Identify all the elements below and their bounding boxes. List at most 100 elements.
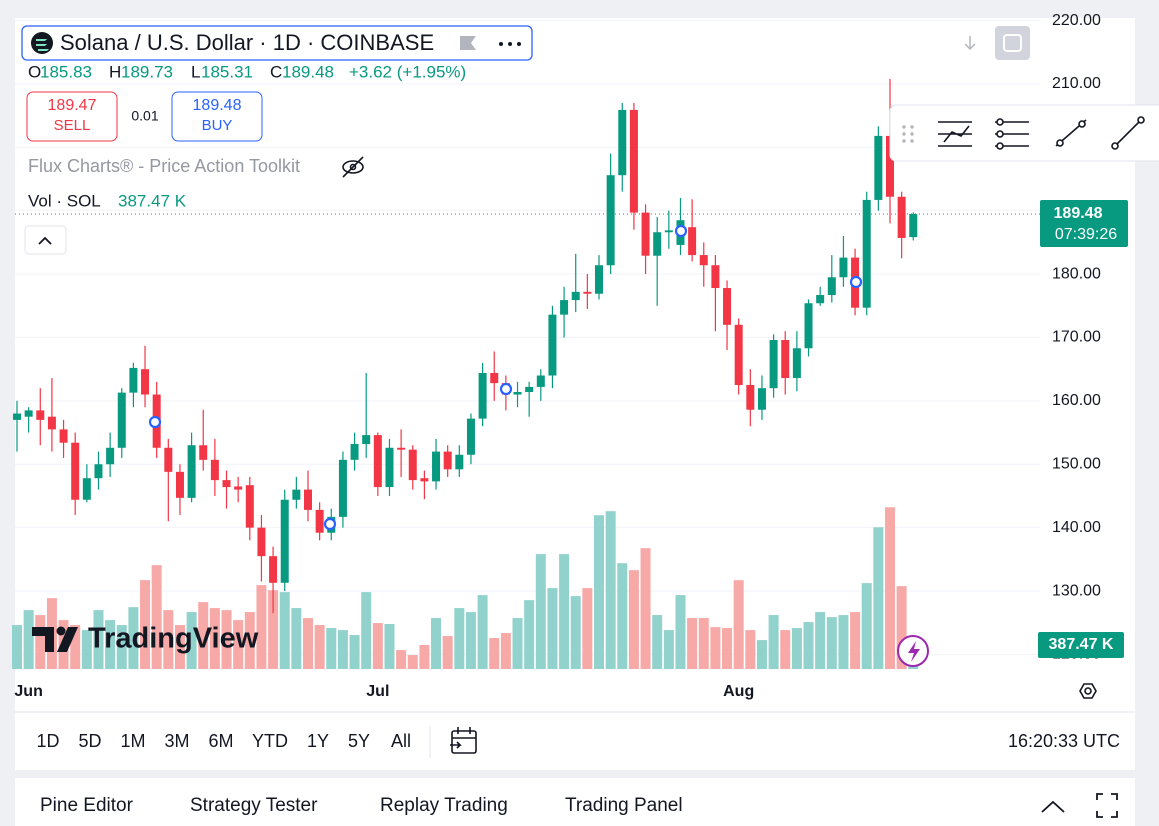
range-button[interactable]: 5Y	[348, 731, 370, 751]
range-button[interactable]: 6M	[208, 731, 233, 751]
volume-bar	[140, 580, 151, 669]
range-button[interactable]: 1M	[120, 731, 145, 751]
hide-icon[interactable]	[342, 156, 364, 178]
volume-bar	[885, 507, 895, 669]
candle-body	[699, 255, 708, 266]
panel-tab[interactable]: Strategy Tester	[190, 795, 318, 816]
candle-body	[397, 447, 406, 450]
volume-bar	[826, 617, 837, 669]
candle-body	[408, 449, 417, 481]
volume-bar	[454, 608, 465, 669]
volume-bar	[756, 640, 767, 669]
expand-icon[interactable]	[1041, 800, 1065, 813]
volume-bar	[337, 630, 348, 669]
candle-body	[874, 135, 883, 200]
candle-body	[664, 230, 673, 233]
arrow-icon[interactable]	[964, 36, 976, 51]
buy-price: 189.48	[193, 97, 242, 114]
range-button[interactable]: YTD	[252, 731, 288, 751]
bottom-panel	[15, 778, 1135, 826]
volume-bar	[361, 592, 372, 669]
symbol-icon	[31, 32, 53, 54]
candle-body	[432, 451, 441, 482]
volume-bar	[105, 620, 116, 669]
sell-button[interactable]	[26, 91, 118, 142]
candle-body	[560, 300, 569, 315]
volume-bar	[873, 527, 884, 669]
volume-bar	[722, 628, 733, 669]
volume-bar	[407, 655, 418, 669]
panel-tab[interactable]: Replay Trading	[380, 795, 508, 816]
candle-body	[723, 288, 732, 325]
ohlc-value: 185.31	[201, 62, 253, 81]
volume-bar	[303, 618, 313, 669]
candle-body	[827, 277, 836, 296]
settings-icon[interactable]	[1079, 683, 1097, 699]
candle-body	[781, 340, 790, 379]
candle-body	[583, 291, 592, 294]
calendar-icon[interactable]	[450, 727, 477, 754]
volume-bar	[617, 563, 628, 669]
volume-bar	[279, 592, 290, 669]
ohlc-value: 189.48	[282, 62, 334, 81]
collapse-button[interactable]	[24, 225, 67, 255]
candle-body	[490, 372, 499, 384]
volume-bar	[628, 570, 639, 669]
candle-body	[222, 480, 231, 488]
buy-button[interactable]	[171, 91, 263, 142]
candle-body	[711, 265, 720, 289]
candle-body	[792, 348, 801, 379]
range-button[interactable]: 1Y	[307, 731, 329, 751]
volume-bar	[12, 625, 22, 669]
y-tick-label: 170.00	[1052, 329, 1101, 346]
candle-body	[548, 314, 557, 376]
y-tick-label: 180.00	[1052, 265, 1101, 282]
volume-bar	[244, 612, 255, 669]
volume-bar	[850, 612, 861, 669]
candle-body	[571, 291, 580, 301]
symbol-box[interactable]	[21, 25, 533, 61]
candle-body	[164, 447, 173, 472]
candle-body	[269, 556, 278, 583]
volume-bar	[431, 618, 442, 669]
flag-icon[interactable]	[460, 36, 476, 50]
range-button[interactable]: 1D	[36, 731, 59, 751]
ohlc-key: C	[270, 62, 282, 81]
candle-body	[187, 445, 196, 498]
volume-bar	[733, 580, 744, 669]
lightning-icon[interactable]	[897, 635, 929, 667]
ohlc-key: L	[191, 62, 200, 81]
sell-price: 189.47	[48, 97, 97, 114]
candle-body	[757, 388, 766, 410]
panel-tab[interactable]: Trading Panel	[565, 795, 683, 816]
range-button[interactable]: 3M	[164, 731, 189, 751]
candle-body	[59, 429, 68, 443]
screenshot-button[interactable]	[995, 26, 1030, 60]
volume-bar	[687, 618, 698, 669]
volume-bar	[372, 623, 383, 669]
price-label-box	[1040, 199, 1128, 247]
candle-body	[466, 418, 475, 455]
candle-body	[653, 232, 662, 256]
y-tick-label: 140.00	[1052, 519, 1101, 536]
volume-bar	[500, 633, 511, 669]
volume-bar	[116, 625, 127, 669]
more-icon[interactable]	[499, 42, 521, 46]
panel-tab[interactable]: Pine Editor	[40, 795, 134, 816]
maximize-icon[interactable]	[1096, 793, 1118, 818]
overlay: TradingView Solana / U.S. Dollar · 1D · …	[15, 25, 1159, 818]
volume-bar	[151, 565, 162, 669]
volume-bar	[174, 625, 185, 669]
volume-bar	[675, 595, 686, 669]
candle-body	[199, 445, 208, 460]
candle-body	[816, 295, 825, 304]
candle-body	[886, 135, 894, 197]
range-button[interactable]: 5D	[78, 731, 101, 751]
ohlc-key: O	[28, 62, 41, 81]
candle-body	[94, 464, 103, 479]
candle-body	[455, 454, 464, 470]
volume-bar	[559, 554, 570, 669]
y-tick-label: 220.00	[1052, 12, 1101, 29]
range-button[interactable]: All	[391, 731, 411, 751]
